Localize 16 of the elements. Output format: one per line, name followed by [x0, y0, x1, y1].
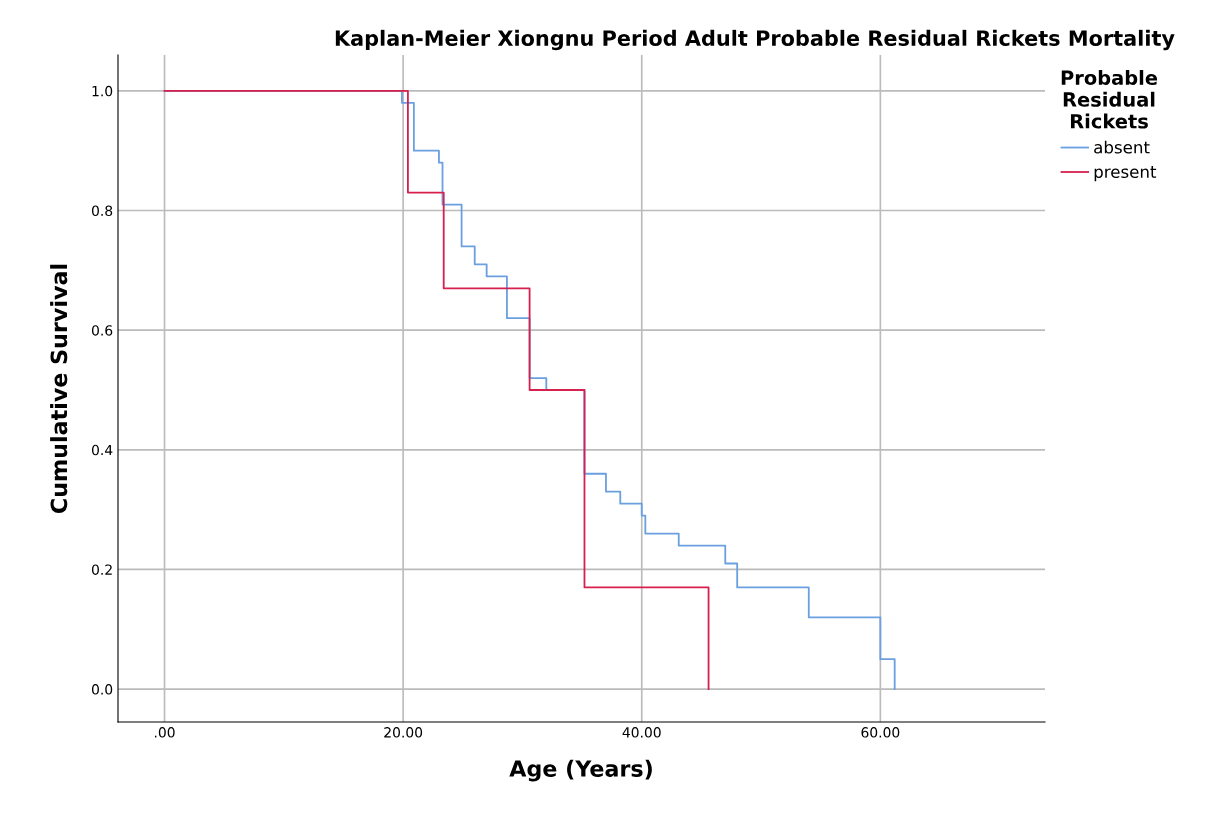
- legend-title: Probable Residual Rickets: [1061, 70, 1158, 129]
- x-axis-title: Age (Years): [509, 759, 652, 782]
- chart-title: Kaplan-Meier Xiongnu Period Adult Probable Residual Rickets Mortality: [335, 29, 1175, 51]
- y-tick-label: 0.8: [91, 205, 113, 217]
- legend-label: present: [1094, 166, 1157, 182]
- legend-label: absent: [1094, 140, 1150, 154]
- y-tick-label: 0.2: [91, 564, 112, 575]
- y-tick-label: 0.4: [91, 444, 113, 456]
- y-tick-label: 0.6: [91, 325, 113, 336]
- x-tick-label: .00: [154, 727, 175, 738]
- y-axis-title: Cumulative Survival: [50, 264, 68, 514]
- y-tick-label: 1.0: [92, 85, 113, 97]
- x-tick-label: 60.00: [861, 727, 900, 738]
- y-tick-label: 0.0: [91, 684, 113, 695]
- x-tick-label: 40.00: [622, 727, 661, 738]
- x-tick-label: 20.00: [384, 727, 423, 738]
